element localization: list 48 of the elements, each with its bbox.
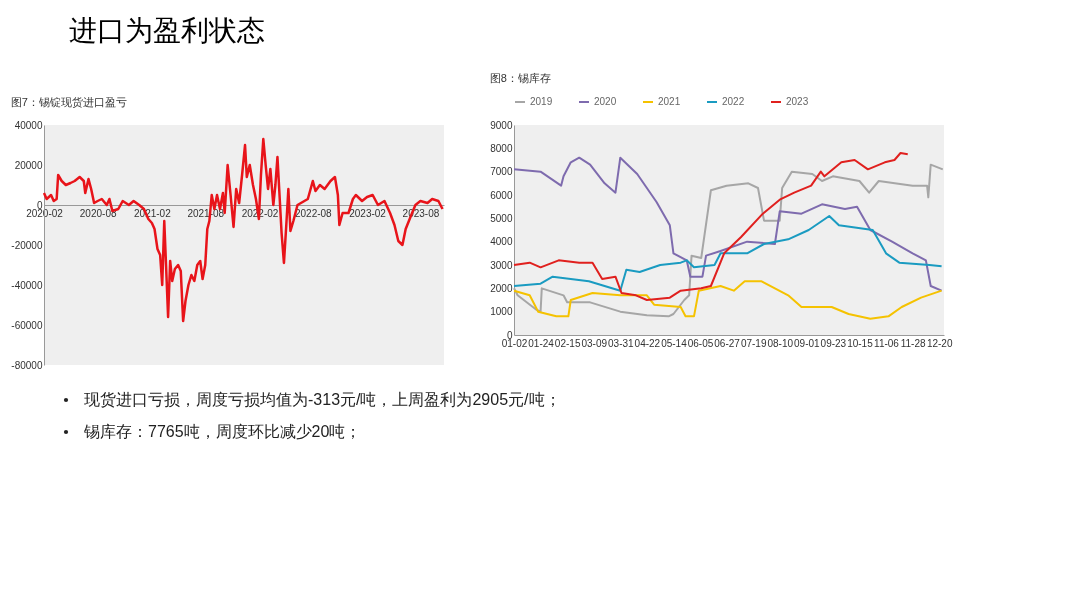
y-tick-label: -40000 <box>11 279 43 291</box>
line-series <box>513 152 909 301</box>
y-tick-label: 5000 <box>490 212 513 224</box>
line-series <box>513 280 943 320</box>
line-series <box>513 215 943 292</box>
x-tick-label: 03-09 <box>581 337 608 349</box>
x-tick-label: 11-28 <box>900 337 926 349</box>
x-tick-label: 11-06 <box>874 337 900 349</box>
text: 锡库存：7765吨，周度环比减少20吨； <box>83 423 362 440</box>
line-series <box>513 156 943 292</box>
x-tick-label: 05-14 <box>661 337 688 349</box>
x-tick-label: 02-15 <box>554 337 581 349</box>
y-tick-label: 9000 <box>490 119 513 131</box>
x-tick-label: 12-20 <box>926 337 953 349</box>
x-tick-label: 01-24 <box>528 337 555 349</box>
y-tick-label: 3000 <box>490 259 513 271</box>
y-tick-label: -20000 <box>11 239 43 251</box>
legend-label: 2021 <box>658 96 681 107</box>
y-tick-label: 6000 <box>490 189 513 201</box>
x-tick-label: 08-10 <box>767 337 794 349</box>
line-series <box>513 163 944 318</box>
x-tick-label: 2020-08 <box>79 207 117 219</box>
y-tick-label: 7000 <box>490 166 513 178</box>
legend-label: 2020 <box>594 96 617 107</box>
y-tick-label: 2000 <box>490 282 513 294</box>
text: 进口为盈利状态 <box>69 15 265 46</box>
y-tick-label: 4000 <box>490 236 513 248</box>
x-tick-label: 10-15 <box>847 337 874 349</box>
y-tick-label: 8000 <box>490 142 513 154</box>
legend-label: 2019 <box>530 96 553 107</box>
legend-label: 2023 <box>786 96 809 107</box>
legend-label: 2022 <box>722 96 745 107</box>
y-tick-label: 40000 <box>14 119 43 131</box>
x-tick-label: 2023-02 <box>349 207 387 219</box>
chart-title: 图7：锡锭现货进口盈亏 <box>10 96 127 108</box>
y-tick-label: -80000 <box>11 359 43 371</box>
y-tick-label: 1000 <box>490 306 513 318</box>
x-tick-label: 09-01 <box>794 337 821 349</box>
x-tick-label: 04-22 <box>634 337 661 349</box>
x-tick-label: 06-05 <box>687 337 714 349</box>
x-tick-label: 07-19 <box>740 337 767 349</box>
y-tick-label: 20000 <box>14 159 43 171</box>
x-tick-label: 06-27 <box>714 337 741 349</box>
x-tick-label: 03-31 <box>608 337 635 349</box>
x-tick-label: 09-23 <box>820 337 847 349</box>
text: 现货进口亏损，周度亏损均值为-313元/吨，上周盈利为2905元/吨； <box>84 391 561 408</box>
chart-title: 图8：锡库存 <box>489 72 551 84</box>
y-tick-label: -60000 <box>11 319 43 331</box>
